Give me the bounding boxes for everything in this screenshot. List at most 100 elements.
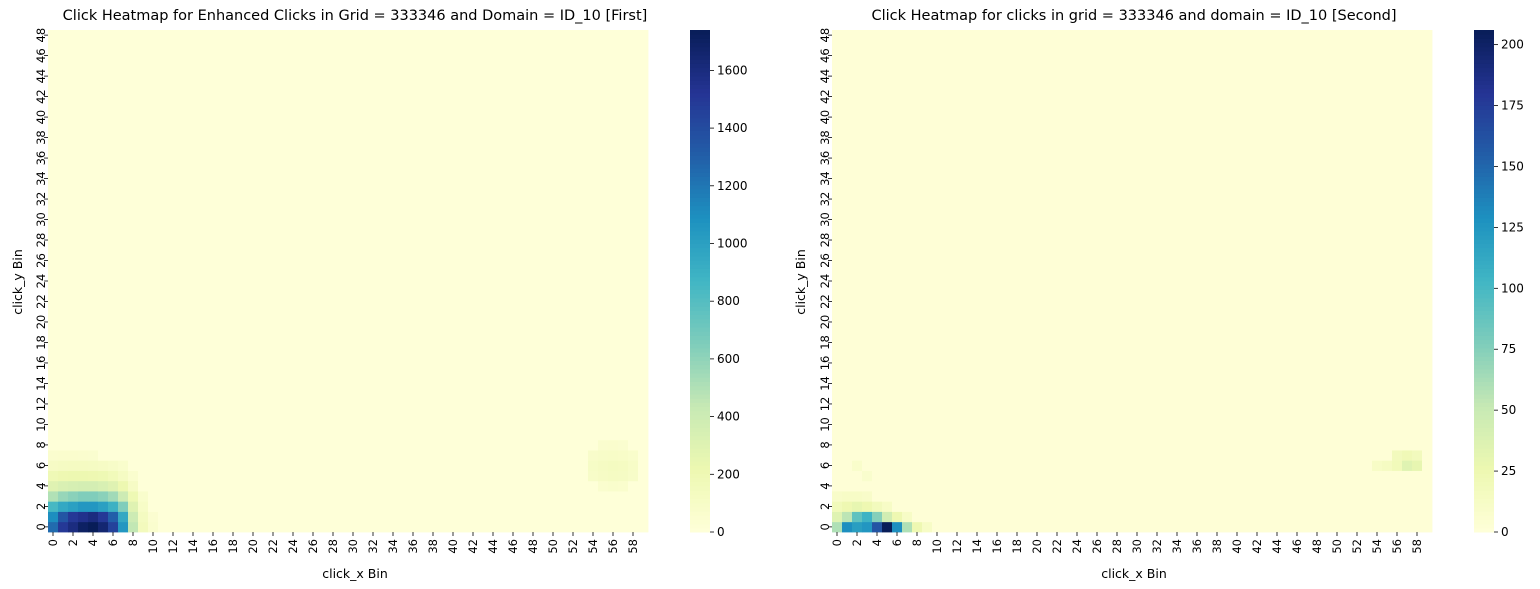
heatmap-cell: [1022, 265, 1033, 277]
heatmap-cell: [188, 368, 199, 379]
heatmap-cell: [952, 450, 963, 461]
heatmap-cell: [218, 409, 229, 420]
heatmap-cell: [992, 470, 1003, 482]
heatmap-cell: [58, 111, 69, 123]
heatmap-cell: [268, 521, 279, 533]
heatmap-cell: [922, 234, 933, 246]
heatmap-cell: [208, 521, 219, 533]
heatmap-cell: [238, 306, 249, 318]
heatmap-cell: [548, 419, 559, 430]
heatmap-cell: [398, 132, 409, 144]
heatmap-cell: [1242, 429, 1253, 441]
heatmap-cell: [598, 122, 609, 133]
heatmap-cell: [168, 409, 179, 420]
heatmap-cell: [1002, 501, 1013, 512]
colorbar-segment: [690, 306, 710, 311]
heatmap-cell: [518, 450, 529, 461]
heatmap-cell: [628, 142, 639, 154]
heatmap-cell: [1282, 286, 1293, 297]
heatmap-cell: [438, 224, 449, 236]
heatmap-cell: [248, 122, 259, 133]
heatmap-cell: [1252, 357, 1263, 369]
heatmap-cell: [538, 429, 549, 441]
heatmap-cell: [1282, 245, 1293, 256]
heatmap-cell: [458, 327, 469, 338]
heatmap-cell: [942, 337, 953, 348]
heatmap-cell: [1172, 224, 1183, 236]
x-tick-label: 52: [566, 539, 580, 554]
colorbar-segment: [690, 126, 710, 131]
heatmap-cell: [932, 501, 943, 512]
heatmap-cell: [608, 429, 619, 441]
heatmap-cell: [1192, 521, 1203, 533]
heatmap-cell: [1412, 419, 1423, 430]
heatmap-cell: [508, 152, 519, 164]
heatmap-cell: [538, 234, 549, 246]
heatmap-cell: [1322, 378, 1333, 389]
heatmap-cell: [972, 419, 983, 430]
heatmap-cell: [1382, 347, 1393, 359]
heatmap-cell: [228, 50, 239, 62]
heatmap-cell: [388, 70, 399, 82]
heatmap-cell: [168, 275, 179, 287]
heatmap-cell: [1392, 511, 1403, 523]
heatmap-cell: [358, 142, 369, 154]
heatmap-cell: [288, 122, 299, 133]
heatmap-cell: [872, 265, 883, 277]
heatmap-cell: [852, 265, 863, 277]
heatmap-cell: [538, 460, 549, 471]
heatmap-cell: [1092, 378, 1103, 389]
heatmap-cell: [498, 398, 509, 410]
heatmap-cell: [238, 286, 249, 297]
heatmap-cell: [1392, 429, 1403, 441]
heatmap-cell: [88, 30, 99, 41]
heatmap-cell: [1262, 224, 1273, 236]
heatmap-cell: [1232, 337, 1243, 348]
colorbar-segment: [690, 109, 710, 115]
heatmap-cell: [318, 204, 329, 215]
colorbar-segment: [690, 147, 710, 152]
heatmap-cell: [518, 275, 529, 287]
heatmap-cell: [308, 245, 319, 256]
heatmap-cell: [1242, 275, 1253, 287]
heatmap-cell: [1332, 429, 1343, 441]
heatmap-cell: [578, 30, 589, 41]
heatmap-cell: [1362, 511, 1373, 523]
heatmap-cell: [558, 470, 569, 482]
heatmap-cell: [578, 511, 589, 523]
heatmap-cell: [518, 122, 529, 133]
heatmap-cell: [1262, 337, 1273, 348]
heatmap-cell: [1302, 388, 1313, 400]
heatmap-cell: [1332, 480, 1343, 492]
heatmap-cell: [68, 296, 79, 308]
heatmap-cell: [892, 460, 903, 471]
heatmap-cell: [1322, 234, 1333, 246]
heatmap-cell: [528, 70, 539, 82]
heatmap-cell: [178, 439, 189, 451]
heatmap-cell: [872, 501, 883, 512]
heatmap-cell: [448, 81, 459, 92]
heatmap-cell: [1112, 347, 1123, 359]
heatmap-cell: [468, 450, 479, 461]
heatmap-cell: [458, 245, 469, 256]
heatmap-cell: [638, 132, 649, 144]
heatmap-cell: [368, 183, 379, 195]
heatmap-cell: [458, 460, 469, 471]
heatmap-cell: [638, 378, 649, 389]
heatmap-cell: [1082, 480, 1093, 492]
heatmap-cell: [578, 81, 589, 92]
heatmap-cell: [1372, 275, 1383, 287]
heatmap-cell: [278, 347, 289, 359]
heatmap-cell: [358, 234, 369, 246]
heatmap-cell: [1262, 398, 1273, 410]
heatmap-cell: [298, 491, 309, 502]
heatmap-cell: [508, 419, 519, 430]
heatmap-cell: [1392, 521, 1403, 533]
heatmap-cell: [508, 163, 519, 174]
y-axis-label-first: click_y Bin: [10, 249, 25, 315]
colorbar-segment: [690, 222, 710, 228]
heatmap-cell: [508, 286, 519, 297]
heatmap-cell: [962, 521, 973, 533]
heatmap-cell: [1402, 501, 1413, 512]
heatmap-cell: [218, 173, 229, 185]
